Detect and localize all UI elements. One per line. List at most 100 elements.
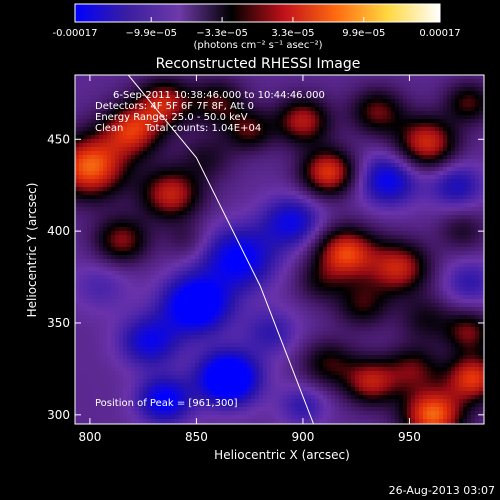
heatmap-cell xyxy=(411,211,415,215)
heatmap-cell xyxy=(299,251,303,255)
heatmap-cell xyxy=(175,159,179,163)
heatmap-cell xyxy=(439,251,443,255)
heatmap-cell xyxy=(475,167,479,171)
heatmap-cell xyxy=(347,87,351,91)
heatmap-cell xyxy=(475,87,479,91)
heatmap-cell xyxy=(459,91,463,95)
heatmap-cell xyxy=(347,203,351,207)
heatmap-cell xyxy=(179,171,183,175)
heatmap-cell xyxy=(131,231,135,235)
heatmap-cell xyxy=(163,223,167,227)
heatmap-cell xyxy=(347,103,351,107)
heatmap-cell xyxy=(407,111,411,115)
heatmap-cell xyxy=(199,235,203,239)
heatmap-cell xyxy=(407,187,411,191)
heatmap-cell xyxy=(159,79,163,83)
heatmap-cell xyxy=(123,215,127,219)
heatmap-cell xyxy=(271,75,275,79)
heatmap-cell xyxy=(211,179,215,183)
heatmap-cell xyxy=(443,159,447,163)
heatmap-cell xyxy=(419,263,423,267)
heatmap-cell xyxy=(299,207,303,211)
heatmap-cell xyxy=(391,183,395,187)
heatmap-cell xyxy=(251,139,255,143)
heatmap-cell xyxy=(275,215,279,219)
heatmap-cell xyxy=(371,131,375,135)
heatmap-cell xyxy=(379,255,383,259)
heatmap-cell xyxy=(415,115,419,119)
heatmap-cell xyxy=(195,163,199,167)
heatmap-cell xyxy=(407,243,411,247)
heatmap-cell xyxy=(123,191,127,195)
heatmap-cell xyxy=(243,171,247,175)
heatmap-cell xyxy=(235,119,239,123)
heatmap-cell xyxy=(391,151,395,155)
heatmap-cell xyxy=(443,155,447,159)
heatmap-cell xyxy=(311,143,315,147)
heatmap-cell xyxy=(271,155,275,159)
heatmap-cell xyxy=(175,147,179,151)
heatmap-cell xyxy=(203,235,207,239)
heatmap-cell xyxy=(435,111,439,115)
heatmap-cell xyxy=(343,183,347,187)
heatmap-cell xyxy=(467,123,471,127)
heatmap-cell xyxy=(91,139,95,143)
heatmap-cell xyxy=(119,111,123,115)
heatmap-cell xyxy=(379,163,383,167)
heatmap-cell xyxy=(439,107,443,111)
heatmap-cell xyxy=(451,259,455,263)
heatmap-cell xyxy=(431,223,435,227)
heatmap-cell xyxy=(223,243,227,247)
heatmap-cell xyxy=(311,131,315,135)
heatmap-cell xyxy=(143,167,147,171)
heatmap-cell xyxy=(223,87,227,91)
heatmap-cell xyxy=(427,167,431,171)
heatmap-cell xyxy=(403,115,407,119)
heatmap-cell xyxy=(415,155,419,159)
heatmap-cell xyxy=(339,151,343,155)
heatmap-cell xyxy=(467,175,471,179)
heatmap-cell xyxy=(151,95,155,99)
heatmap-cell xyxy=(251,107,255,111)
heatmap-cell xyxy=(251,231,255,235)
heatmap-cell xyxy=(275,95,279,99)
heatmap-cell xyxy=(107,103,111,107)
heatmap-cell xyxy=(299,131,303,135)
heatmap-cell xyxy=(139,159,143,163)
heatmap-cell xyxy=(79,151,83,155)
heatmap-cell xyxy=(115,99,119,103)
heatmap-cell xyxy=(451,203,455,207)
heatmap-cell xyxy=(439,91,443,95)
heatmap-cell xyxy=(311,179,315,183)
heatmap-cell xyxy=(439,183,443,187)
heatmap-cell xyxy=(151,155,155,159)
heatmap-cell xyxy=(479,91,483,95)
heatmap-cell xyxy=(355,75,359,79)
heatmap-cell xyxy=(79,83,83,87)
heatmap-cell xyxy=(315,195,319,199)
heatmap-cell xyxy=(243,75,247,79)
heatmap-cell xyxy=(315,79,319,83)
heatmap-cell xyxy=(467,195,471,199)
heatmap-cell xyxy=(443,139,447,143)
heatmap-cell xyxy=(283,167,287,171)
heatmap-cell xyxy=(171,219,175,223)
heatmap-cell xyxy=(155,251,159,255)
heatmap-cell xyxy=(191,87,195,91)
heatmap-cell xyxy=(279,251,283,255)
heatmap-cell xyxy=(375,119,379,123)
heatmap-cell xyxy=(203,239,207,243)
heatmap-cell xyxy=(183,219,187,223)
heatmap-cell xyxy=(159,99,163,103)
heatmap-cell xyxy=(151,207,155,211)
heatmap-cell xyxy=(195,263,199,267)
heatmap-cell xyxy=(311,207,315,211)
heatmap-cell xyxy=(123,99,127,103)
heatmap-cell xyxy=(459,87,463,91)
heatmap-cell xyxy=(275,159,279,163)
heatmap-cell xyxy=(235,131,239,135)
heatmap-cell xyxy=(247,115,251,119)
heatmap-cell xyxy=(123,179,127,183)
heatmap-cell xyxy=(279,131,283,135)
heatmap-cell xyxy=(395,183,399,187)
